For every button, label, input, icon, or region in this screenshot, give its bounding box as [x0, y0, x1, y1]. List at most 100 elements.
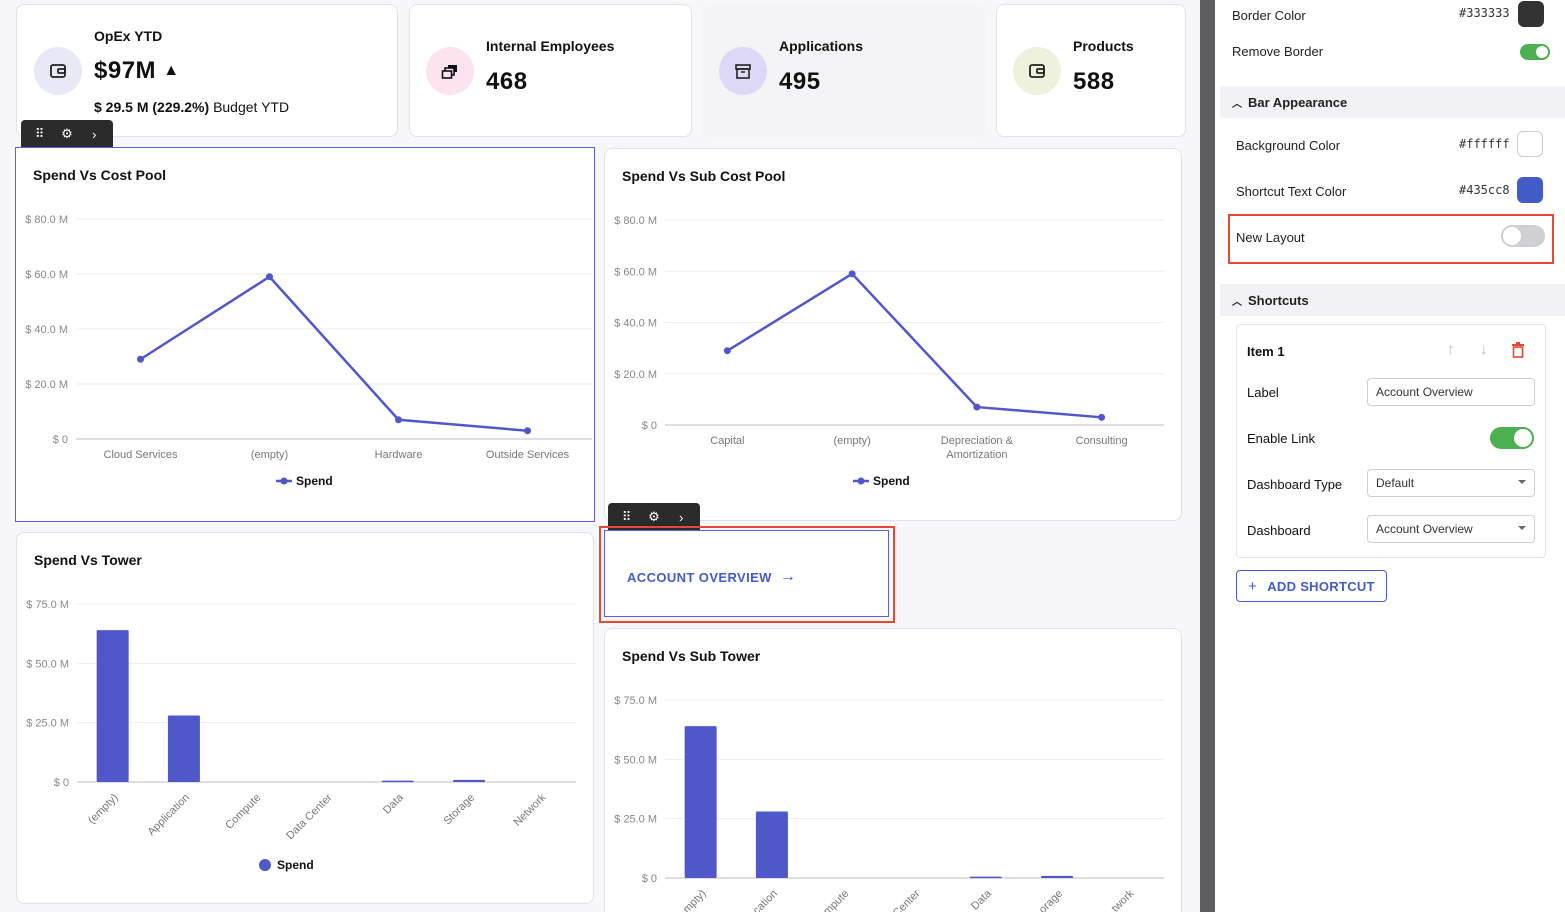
chart-spend-vs-cost-pool[interactable]: Spend Vs Cost Pool $ 0 $ 20.0 M $ 40.0 M $ …: [15, 147, 595, 522]
kpi-card-products[interactable]: Products 588: [996, 4, 1186, 137]
account-overview-link[interactable]: ACCOUNT OVERVIEW →: [627, 568, 796, 586]
stack-icon: [426, 47, 474, 95]
gear-icon[interactable]: ⚙: [648, 509, 660, 524]
dashboard-select[interactable]: Account Overview: [1367, 515, 1535, 543]
new-layout-label: New Layout: [1236, 230, 1305, 245]
kpi-card-employees[interactable]: Internal Employees 468: [409, 4, 692, 137]
chevron-right-icon[interactable]: ›: [679, 509, 684, 525]
chart-spend-vs-sub-cost-pool[interactable]: Spend Vs Sub Cost Pool $ 0 $ 20.0 M $ 40.0…: [604, 148, 1182, 521]
kpi-title: OpEx YTD: [94, 28, 163, 44]
series-line: [139, 275, 528, 432]
chart-spend-vs-sub-tower[interactable]: Spend Vs Sub Tower $ 0 $ 25.0 M $ 50.0 M $ …: [604, 628, 1182, 912]
shortcut-text-color-swatch[interactable]: [1517, 177, 1543, 203]
arrow-down-icon[interactable]: ↓: [1480, 341, 1488, 358]
y-tick-label: $ 75.0 M: [614, 695, 657, 707]
settings-panel: Border Color #333333 Remove Border ︿ Bar…: [1215, 0, 1565, 912]
x-tick-label: Outside Services: [486, 449, 570, 461]
chevron-down-icon: [1518, 480, 1526, 484]
y-tick-label: $ 60.0 M: [614, 266, 657, 278]
kpi-budget-value: $ 29.5 M (229.2%): [94, 99, 210, 115]
kpi-value: 468: [486, 68, 528, 95]
y-tick-label: $ 80.0 M: [25, 214, 68, 226]
bar-chart: $ 0 $ 25.0 M $ 50.0 M $ 75.0 M (empty) Applic…: [26, 599, 576, 872]
gear-icon[interactable]: ⚙: [61, 126, 73, 141]
series-line: [726, 272, 1102, 419]
legend-marker: [280, 477, 288, 485]
chevron-up-icon: ︿: [1232, 98, 1242, 110]
bar: [684, 726, 717, 878]
kpi-card-opex[interactable]: OpEx YTD $97M ▲ $ 29.5 M (229.2%) Budget…: [16, 4, 398, 137]
trash-icon[interactable]: [1511, 342, 1525, 363]
background-color-swatch[interactable]: [1517, 131, 1543, 157]
y-tick-label: $ 0: [53, 434, 68, 446]
legend-label: Spend: [296, 474, 333, 488]
arrow-right-icon: →: [779, 568, 797, 585]
wallet-icon: [34, 47, 82, 95]
shortcut-widget[interactable]: ACCOUNT OVERVIEW →: [604, 530, 889, 617]
kpi-title: Products: [1073, 38, 1134, 54]
kpi-budget-label: Budget YTD: [213, 99, 290, 115]
enable-link-label: Enable Link: [1247, 431, 1315, 446]
dashboard-type-label: Dashboard Type: [1247, 477, 1343, 492]
highlight-box: [1228, 214, 1554, 264]
y-tick-label: $ 80.0 M: [614, 215, 657, 227]
bar: [96, 630, 129, 782]
kpi-value: 588: [1073, 68, 1115, 95]
section-shortcuts[interactable]: ︿ Shortcuts: [1220, 284, 1565, 316]
drag-handle-icon[interactable]: ⠿: [34, 126, 45, 141]
x-tick-label: orage: [1037, 888, 1065, 912]
kpi-title: Applications: [779, 38, 864, 54]
dashboard-value: Account Overview: [1376, 522, 1473, 536]
x-tick-label: Center: [891, 887, 923, 912]
item-title: Item 1: [1247, 344, 1285, 359]
dashboard-canvas: OpEx YTD $97M ▲ $ 29.5 M (229.2%) Budget…: [15, 4, 1186, 912]
y-tick-label: $ 20.0 M: [614, 369, 657, 381]
x-tick-label: Network: [511, 791, 548, 828]
chevron-up-icon: ︿: [1232, 296, 1242, 308]
chart-spend-vs-tower[interactable]: Spend Vs Tower $ 0 $ 25.0 M $ 50.0 M $ 75.0…: [16, 532, 594, 904]
y-tick-label: $ 0: [54, 777, 69, 789]
data-point: [723, 347, 731, 355]
x-tick-label: twork: [1109, 887, 1136, 912]
plus-icon: +: [1248, 577, 1258, 595]
dashboard-type-select[interactable]: Default: [1367, 469, 1535, 497]
add-shortcut-button[interactable]: + ADD SHORTCUT: [1236, 570, 1387, 602]
x-tick-label: Compute: [223, 792, 263, 832]
widget-toolbar: ⠿ ⚙ ›: [21, 120, 113, 148]
new-layout-toggle[interactable]: [1501, 225, 1545, 247]
data-point: [1098, 413, 1106, 421]
label-field-label: Label: [1247, 385, 1279, 400]
shortcut-text-color-hex: #435cc8: [1459, 183, 1510, 197]
bar: [167, 715, 200, 782]
label-input[interactable]: Account Overview: [1367, 378, 1535, 406]
x-tick-label: Cloud Services: [104, 449, 178, 461]
kpi-card-applications[interactable]: Applications 495: [702, 4, 985, 137]
y-tick-label: $ 0: [642, 420, 657, 432]
drag-handle-icon[interactable]: ⠿: [621, 509, 632, 524]
y-tick-label: $ 0: [642, 873, 657, 885]
border-color-swatch[interactable]: [1518, 1, 1544, 27]
y-tick-label: $ 50.0 M: [26, 658, 69, 670]
legend-label: Spend: [873, 474, 910, 488]
bar: [969, 876, 1002, 879]
chart-title: Spend Vs Sub Cost Pool: [622, 168, 786, 184]
y-tick-label: $ 40.0 M: [25, 324, 68, 336]
background-color-label: Background Color: [1236, 138, 1341, 153]
enable-link-toggle[interactable]: [1490, 427, 1534, 449]
arrow-up-icon[interactable]: ↑: [1447, 341, 1455, 358]
legend-label: Spend: [277, 858, 314, 872]
y-tick-label: $ 40.0 M: [614, 318, 657, 330]
border-color-hex: #333333: [1459, 6, 1510, 20]
legend-marker: [259, 859, 271, 871]
kpi-value: $97M ▲: [94, 57, 180, 85]
section-bar-appearance[interactable]: ︿ Bar Appearance: [1220, 86, 1565, 118]
x-tick-label: Depreciation &: [941, 435, 1014, 447]
data-point: [137, 355, 144, 363]
remove-border-toggle[interactable]: [1520, 44, 1550, 60]
line-chart: $ 0 $ 20.0 M $ 40.0 M $ 60.0 M $ 80.0 M Capit…: [614, 215, 1164, 488]
kpi-value-text: $97M: [94, 57, 157, 84]
chevron-right-icon[interactable]: ›: [92, 126, 97, 142]
panel-divider[interactable]: [1200, 0, 1215, 912]
x-tick-label: (empty): [251, 449, 288, 461]
chart-title: Spend Vs Sub Tower: [622, 648, 761, 664]
